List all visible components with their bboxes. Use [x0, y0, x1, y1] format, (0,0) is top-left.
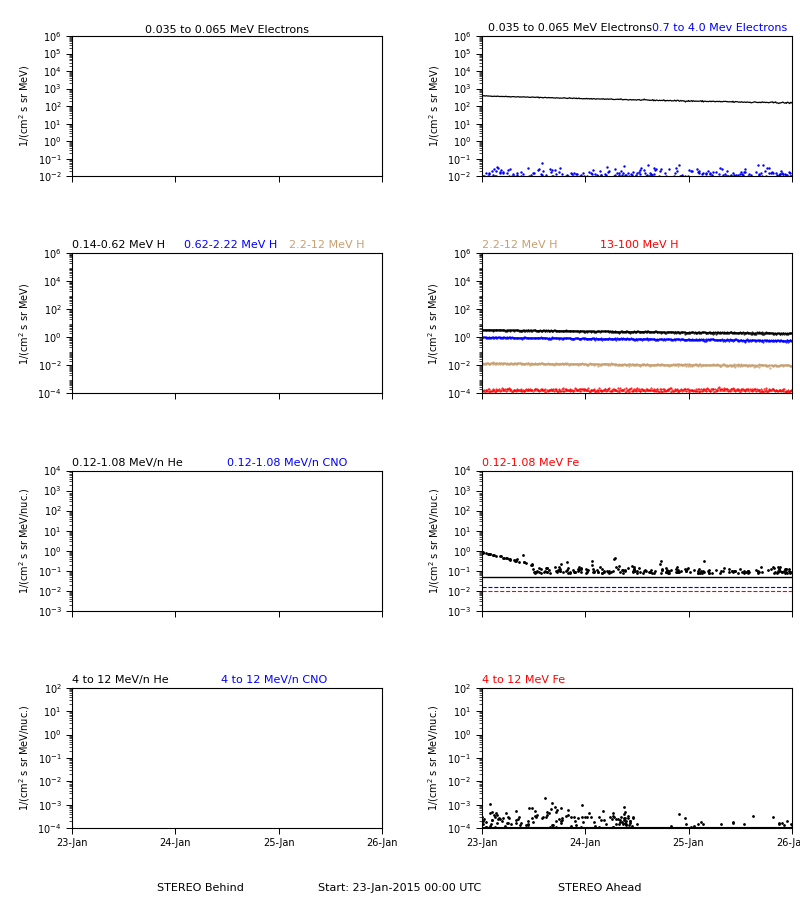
Title: 0.035 to 0.065 MeV Electrons: 0.035 to 0.065 MeV Electrons	[145, 25, 309, 35]
Text: 4 to 12 MeV Fe: 4 to 12 MeV Fe	[482, 675, 565, 685]
Text: 0.14-0.62 MeV H: 0.14-0.62 MeV H	[72, 240, 165, 250]
Text: 0.12-1.08 MeV/n He: 0.12-1.08 MeV/n He	[72, 458, 182, 468]
Y-axis label: 1/(cm$^2$ s sr MeV/nuc.): 1/(cm$^2$ s sr MeV/nuc.)	[427, 488, 442, 594]
Y-axis label: 1/(cm$^2$ s sr MeV): 1/(cm$^2$ s sr MeV)	[18, 65, 32, 148]
Text: 13-100 MeV H: 13-100 MeV H	[599, 240, 678, 250]
Text: 4 to 12 MeV/n CNO: 4 to 12 MeV/n CNO	[221, 675, 327, 685]
Y-axis label: 1/(cm$^2$ s sr MeV/nuc.): 1/(cm$^2$ s sr MeV/nuc.)	[426, 705, 442, 811]
Y-axis label: 1/(cm$^2$ s sr MeV): 1/(cm$^2$ s sr MeV)	[427, 65, 442, 148]
Text: 0.12-1.08 MeV/n CNO: 0.12-1.08 MeV/n CNO	[227, 458, 347, 468]
Text: STEREO Behind: STEREO Behind	[157, 883, 243, 893]
Text: Start: 23-Jan-2015 00:00 UTC: Start: 23-Jan-2015 00:00 UTC	[318, 883, 482, 893]
Y-axis label: 1/(cm$^2$ s sr MeV): 1/(cm$^2$ s sr MeV)	[426, 283, 442, 365]
Text: 4 to 12 MeV/n He: 4 to 12 MeV/n He	[72, 675, 169, 685]
Text: 0.62-2.22 MeV H: 0.62-2.22 MeV H	[184, 240, 277, 250]
Y-axis label: 1/(cm$^2$ s sr MeV/nuc.): 1/(cm$^2$ s sr MeV/nuc.)	[17, 705, 32, 811]
Text: 2.2-12 MeV H: 2.2-12 MeV H	[290, 240, 365, 250]
Y-axis label: 1/(cm$^2$ s sr MeV/nuc.): 1/(cm$^2$ s sr MeV/nuc.)	[18, 488, 32, 594]
Text: STEREO Ahead: STEREO Ahead	[558, 883, 642, 893]
Y-axis label: 1/(cm$^2$ s sr MeV): 1/(cm$^2$ s sr MeV)	[17, 283, 32, 365]
Text: 0.035 to 0.065 MeV Electrons: 0.035 to 0.065 MeV Electrons	[488, 23, 652, 33]
Text: 0.12-1.08 MeV Fe: 0.12-1.08 MeV Fe	[482, 458, 579, 468]
Text: 0.7 to 4.0 Mev Electrons: 0.7 to 4.0 Mev Electrons	[652, 23, 787, 33]
Text: 2.2-12 MeV H: 2.2-12 MeV H	[482, 240, 557, 250]
